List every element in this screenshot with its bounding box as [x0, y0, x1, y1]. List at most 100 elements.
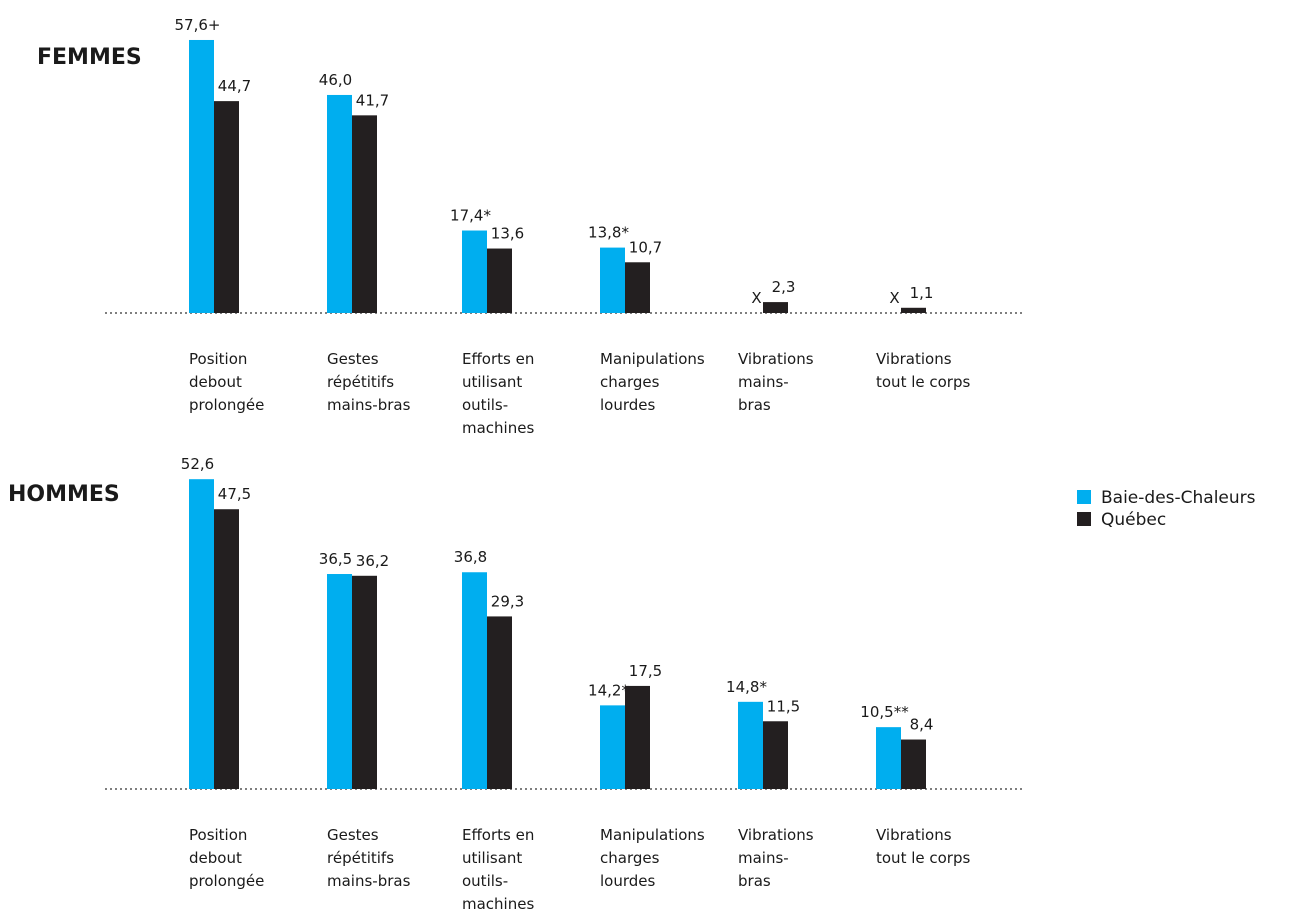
- bar-hommes-quebec-1: [352, 575, 377, 789]
- category-label-line: Position: [189, 826, 247, 844]
- category-label-line: debout: [189, 373, 242, 391]
- bar-hommes-baie-1: [327, 574, 352, 789]
- category-label-line: Efforts en: [462, 826, 534, 844]
- data-label-femmes-quebec-1: 41,7: [356, 91, 389, 109]
- data-label-hommes-quebec-3: 17,5: [629, 662, 662, 680]
- data-label-femmes-baie-5: X: [889, 289, 899, 307]
- data-label-femmes-baie-3: 13,8*: [588, 224, 629, 242]
- category-label-line: charges: [600, 849, 660, 867]
- category-label-line: mains-: [738, 373, 789, 391]
- panel-title-femmes: FEMMES: [37, 45, 142, 70]
- bar-femmes-quebec-4: [763, 302, 788, 313]
- bar-hommes-baie-2: [462, 572, 487, 789]
- data-label-femmes-baie-0: 57,6+: [175, 16, 221, 34]
- bar-hommes-baie-3: [600, 705, 625, 789]
- category-label-line: Gestes: [327, 350, 379, 368]
- bar-femmes-quebec-0: [214, 101, 239, 313]
- category-label-line: mains-: [738, 849, 789, 867]
- category-label-femmes-5: Vibrations tout le corps: [876, 350, 970, 391]
- data-label-hommes-quebec-2: 29,3: [491, 592, 524, 610]
- category-label-line: répétitifs: [327, 373, 394, 391]
- legend-label-1: Québec: [1101, 510, 1166, 530]
- category-label-line: bras: [738, 872, 771, 890]
- category-label-line: répétitifs: [327, 849, 394, 867]
- bar-femmes-baie-2: [462, 230, 487, 313]
- category-label-line: tout le corps: [876, 849, 970, 867]
- data-label-femmes-quebec-2: 13,6: [491, 225, 524, 243]
- category-label-line: outils-: [462, 396, 508, 414]
- data-label-hommes-quebec-1: 36,2: [356, 552, 389, 570]
- data-label-femmes-quebec-0: 44,7: [218, 77, 251, 95]
- category-label-line: utilisant: [462, 849, 522, 867]
- data-label-hommes-baie-3: 14,2*: [588, 681, 629, 699]
- category-label-femmes-1: Gestes répétitifs mains-bras: [327, 350, 411, 414]
- data-label-femmes-quebec-5: 1,1: [910, 284, 934, 302]
- data-label-hommes-quebec-0: 47,5: [218, 485, 251, 503]
- category-label-femmes-2: Efforts en utilisant outils-machines: [462, 350, 534, 437]
- data-label-hommes-quebec-4: 11,5: [767, 697, 800, 715]
- bar-femmes-baie-0: [189, 39, 214, 313]
- category-label-line: machines: [462, 895, 534, 913]
- category-label-femmes-0: Position debout prolongée: [189, 350, 264, 414]
- category-label-line: mains-bras: [327, 872, 411, 890]
- category-label-line: Position: [189, 350, 247, 368]
- bar-femmes-quebec-3: [625, 262, 650, 313]
- bar-hommes-quebec-4: [763, 721, 788, 789]
- bar-hommes-quebec-2: [487, 616, 512, 789]
- category-label-line: debout: [189, 849, 242, 867]
- bar-hommes-quebec-3: [625, 685, 650, 789]
- category-label-hommes-2: Efforts en utilisant outils-machines: [462, 826, 534, 913]
- data-label-femmes-baie-2: 17,4*: [450, 207, 491, 225]
- category-label-line: Vibrations: [738, 826, 814, 844]
- data-label-femmes-baie-4: X: [751, 289, 761, 307]
- bar-femmes-quebec-1: [352, 115, 377, 313]
- category-label-line: machines: [462, 419, 534, 437]
- bar-hommes-baie-5: [876, 727, 901, 789]
- bar-hommes-quebec-0: [214, 509, 239, 789]
- legend-swatch-0: [1077, 490, 1091, 504]
- category-label-line: mains-bras: [327, 396, 411, 414]
- data-label-hommes-baie-1: 36,5: [319, 550, 352, 568]
- category-label-hommes-5: Vibrations tout le corps: [876, 826, 970, 867]
- bar-femmes-baie-3: [600, 247, 625, 313]
- data-label-hommes-baie-0: 52,6: [181, 455, 214, 473]
- bar-femmes-baie-1: [327, 94, 352, 314]
- bar-hommes-quebec-5: [901, 739, 926, 789]
- data-label-hommes-baie-2: 36,8: [454, 548, 487, 566]
- category-label-hommes-4: Vibrations mains-bras: [738, 826, 814, 890]
- bar-femmes-quebec-2: [487, 248, 512, 313]
- bar-hommes-baie-0: [189, 479, 214, 789]
- category-label-line: prolongée: [189, 872, 264, 890]
- category-label-line: tout le corps: [876, 373, 970, 391]
- category-label-femmes-4: Vibrations mains-bras: [738, 350, 814, 414]
- legend-label-0: Baie-des-Chaleurs: [1101, 488, 1256, 508]
- category-label-hommes-1: Gestes répétitifs mains-bras: [327, 826, 411, 890]
- legend-swatch-1: [1077, 512, 1091, 526]
- data-label-femmes-baie-1: 46,0: [319, 71, 352, 89]
- category-label-line: Gestes: [327, 826, 379, 844]
- data-label-hommes-baie-4: 14,8*: [726, 678, 767, 696]
- category-label-line: Vibrations: [876, 826, 952, 844]
- category-label-line: outils-: [462, 872, 508, 890]
- category-label-line: utilisant: [462, 373, 522, 391]
- category-label-line: Vibrations: [876, 350, 952, 368]
- category-label-line: Manipulations: [600, 350, 705, 368]
- category-label-femmes-3: Manipulations charges lourdes: [600, 350, 705, 414]
- data-label-hommes-quebec-5: 8,4: [910, 716, 934, 734]
- category-label-line: lourdes: [600, 872, 656, 890]
- category-label-hommes-0: Position debout prolongée: [189, 826, 264, 890]
- category-label-hommes-3: Manipulations charges lourdes: [600, 826, 705, 890]
- category-label-line: Manipulations: [600, 826, 705, 844]
- category-label-line: Vibrations: [738, 350, 814, 368]
- panel-title-hommes: HOMMES: [8, 482, 120, 507]
- data-label-hommes-baie-5: 10,5**: [860, 703, 909, 721]
- bar-femmes-quebec-5: [901, 307, 926, 313]
- data-label-femmes-quebec-3: 10,7: [629, 238, 662, 256]
- category-label-line: charges: [600, 373, 660, 391]
- category-label-line: prolongée: [189, 396, 264, 414]
- category-label-line: bras: [738, 396, 771, 414]
- category-label-line: Efforts en: [462, 350, 534, 368]
- bar-hommes-baie-4: [738, 701, 763, 789]
